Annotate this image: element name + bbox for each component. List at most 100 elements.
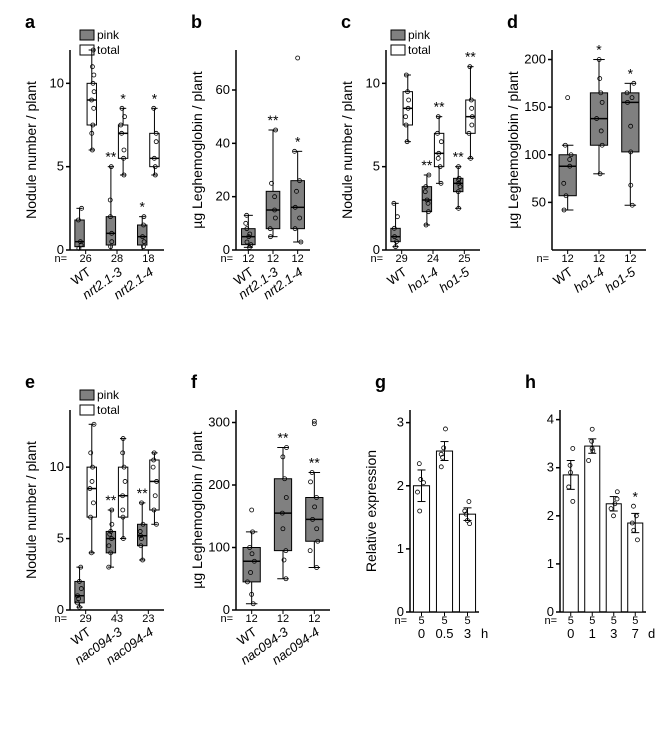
svg-text:12: 12 (624, 253, 636, 265)
svg-text:20: 20 (216, 189, 230, 204)
svg-text:1: 1 (397, 541, 404, 556)
svg-text:2: 2 (547, 508, 554, 523)
svg-text:*: * (596, 42, 602, 58)
svg-text:60: 60 (216, 82, 230, 97)
svg-text:3: 3 (464, 626, 471, 641)
svg-text:3: 3 (397, 415, 404, 430)
svg-text:*: * (120, 90, 126, 106)
svg-text:200: 200 (208, 477, 230, 492)
svg-text:h: h (481, 626, 488, 641)
svg-text:*: * (295, 133, 301, 149)
svg-text:n=: n= (54, 253, 67, 265)
svg-text:*: * (628, 65, 634, 81)
svg-text:100: 100 (208, 540, 230, 555)
svg-text:**: ** (421, 157, 432, 173)
svg-text:23: 23 (142, 613, 154, 625)
svg-text:12: 12 (277, 613, 289, 625)
svg-text:n=: n= (220, 253, 233, 265)
svg-text:**: ** (268, 112, 279, 128)
svg-text:n=: n= (544, 615, 557, 627)
svg-text:Relative expression: Relative expression (363, 450, 379, 572)
svg-text:200: 200 (524, 52, 546, 67)
svg-text:**: ** (309, 455, 320, 471)
svg-text:25: 25 (458, 253, 470, 265)
svg-text:**: ** (105, 149, 116, 165)
svg-text:a: a (25, 12, 36, 32)
svg-text:150: 150 (524, 99, 546, 114)
svg-text:pink: pink (408, 28, 431, 42)
svg-text:50: 50 (532, 194, 546, 209)
svg-text:h: h (525, 372, 536, 392)
svg-text:0.5: 0.5 (435, 626, 453, 641)
svg-text:5: 5 (57, 159, 64, 174)
svg-text:**: ** (137, 485, 148, 501)
svg-text:**: ** (434, 99, 445, 115)
svg-text:12: 12 (242, 253, 254, 265)
svg-text:g: g (375, 372, 386, 392)
svg-text:40: 40 (216, 135, 230, 150)
svg-text:1: 1 (547, 556, 554, 571)
svg-text:12: 12 (593, 253, 605, 265)
svg-text:ho1-4: ho1-4 (571, 264, 607, 295)
svg-text:28: 28 (111, 253, 123, 265)
svg-text:d: d (507, 12, 518, 32)
svg-text:Nodule number / plant: Nodule number / plant (23, 81, 39, 219)
svg-text:10: 10 (50, 75, 64, 90)
svg-text:5: 5 (57, 531, 64, 546)
svg-text:100: 100 (524, 147, 546, 162)
svg-text:f: f (191, 372, 198, 392)
svg-text:1: 1 (589, 626, 596, 641)
svg-text:pink: pink (97, 388, 120, 402)
svg-text:**: ** (105, 492, 116, 508)
svg-text:n=: n= (370, 253, 383, 265)
svg-text:18: 18 (142, 253, 154, 265)
figure-svg: a0510Nodule number / plantpinktotal26WT*… (0, 0, 662, 746)
svg-text:n=: n= (54, 613, 67, 625)
svg-text:5: 5 (373, 159, 380, 174)
svg-text:10: 10 (366, 75, 380, 90)
svg-text:n=: n= (536, 253, 549, 265)
svg-text:0: 0 (418, 626, 425, 641)
svg-text:c: c (341, 12, 351, 32)
svg-text:12: 12 (308, 613, 320, 625)
svg-text:29: 29 (80, 613, 92, 625)
svg-text:7: 7 (632, 626, 639, 641)
svg-text:n=: n= (220, 613, 233, 625)
svg-text:µg Leghemoglobin / plant: µg Leghemoglobin / plant (189, 71, 205, 229)
svg-text:29: 29 (396, 253, 408, 265)
svg-text:**: ** (465, 49, 476, 65)
svg-text:12: 12 (562, 253, 574, 265)
svg-text:ho1-5: ho1-5 (436, 264, 472, 296)
svg-text:2: 2 (397, 478, 404, 493)
svg-text:3: 3 (547, 460, 554, 475)
svg-text:0: 0 (567, 626, 574, 641)
svg-text:26: 26 (80, 253, 92, 265)
svg-text:12: 12 (267, 253, 279, 265)
svg-text:µg Leghemoglobin / plant: µg Leghemoglobin / plant (189, 431, 205, 589)
svg-text:3: 3 (610, 626, 617, 641)
svg-text:total: total (97, 403, 120, 417)
svg-text:b: b (191, 12, 202, 32)
svg-text:*: * (633, 488, 639, 504)
svg-text:total: total (408, 43, 431, 57)
svg-text:pink: pink (97, 28, 120, 42)
svg-text:µg Leghemoglobin / plant: µg Leghemoglobin / plant (505, 71, 521, 229)
svg-text:4: 4 (547, 412, 554, 427)
svg-text:n=: n= (394, 615, 407, 627)
svg-text:total: total (97, 43, 120, 57)
svg-text:ho1-5: ho1-5 (602, 264, 638, 296)
svg-text:**: ** (278, 430, 289, 446)
svg-text:*: * (152, 90, 158, 106)
svg-text:Nodule number / plant: Nodule number / plant (339, 81, 355, 219)
svg-text:d: d (648, 626, 655, 641)
svg-text:**: ** (453, 149, 464, 165)
svg-text:12: 12 (246, 613, 258, 625)
svg-text:24: 24 (427, 253, 439, 265)
svg-text:e: e (25, 372, 35, 392)
svg-text:*: * (139, 199, 145, 215)
svg-text:300: 300 (208, 415, 230, 430)
svg-text:43: 43 (111, 613, 123, 625)
svg-text:10: 10 (50, 459, 64, 474)
svg-text:12: 12 (292, 253, 304, 265)
svg-text:ho1-4: ho1-4 (405, 264, 441, 295)
